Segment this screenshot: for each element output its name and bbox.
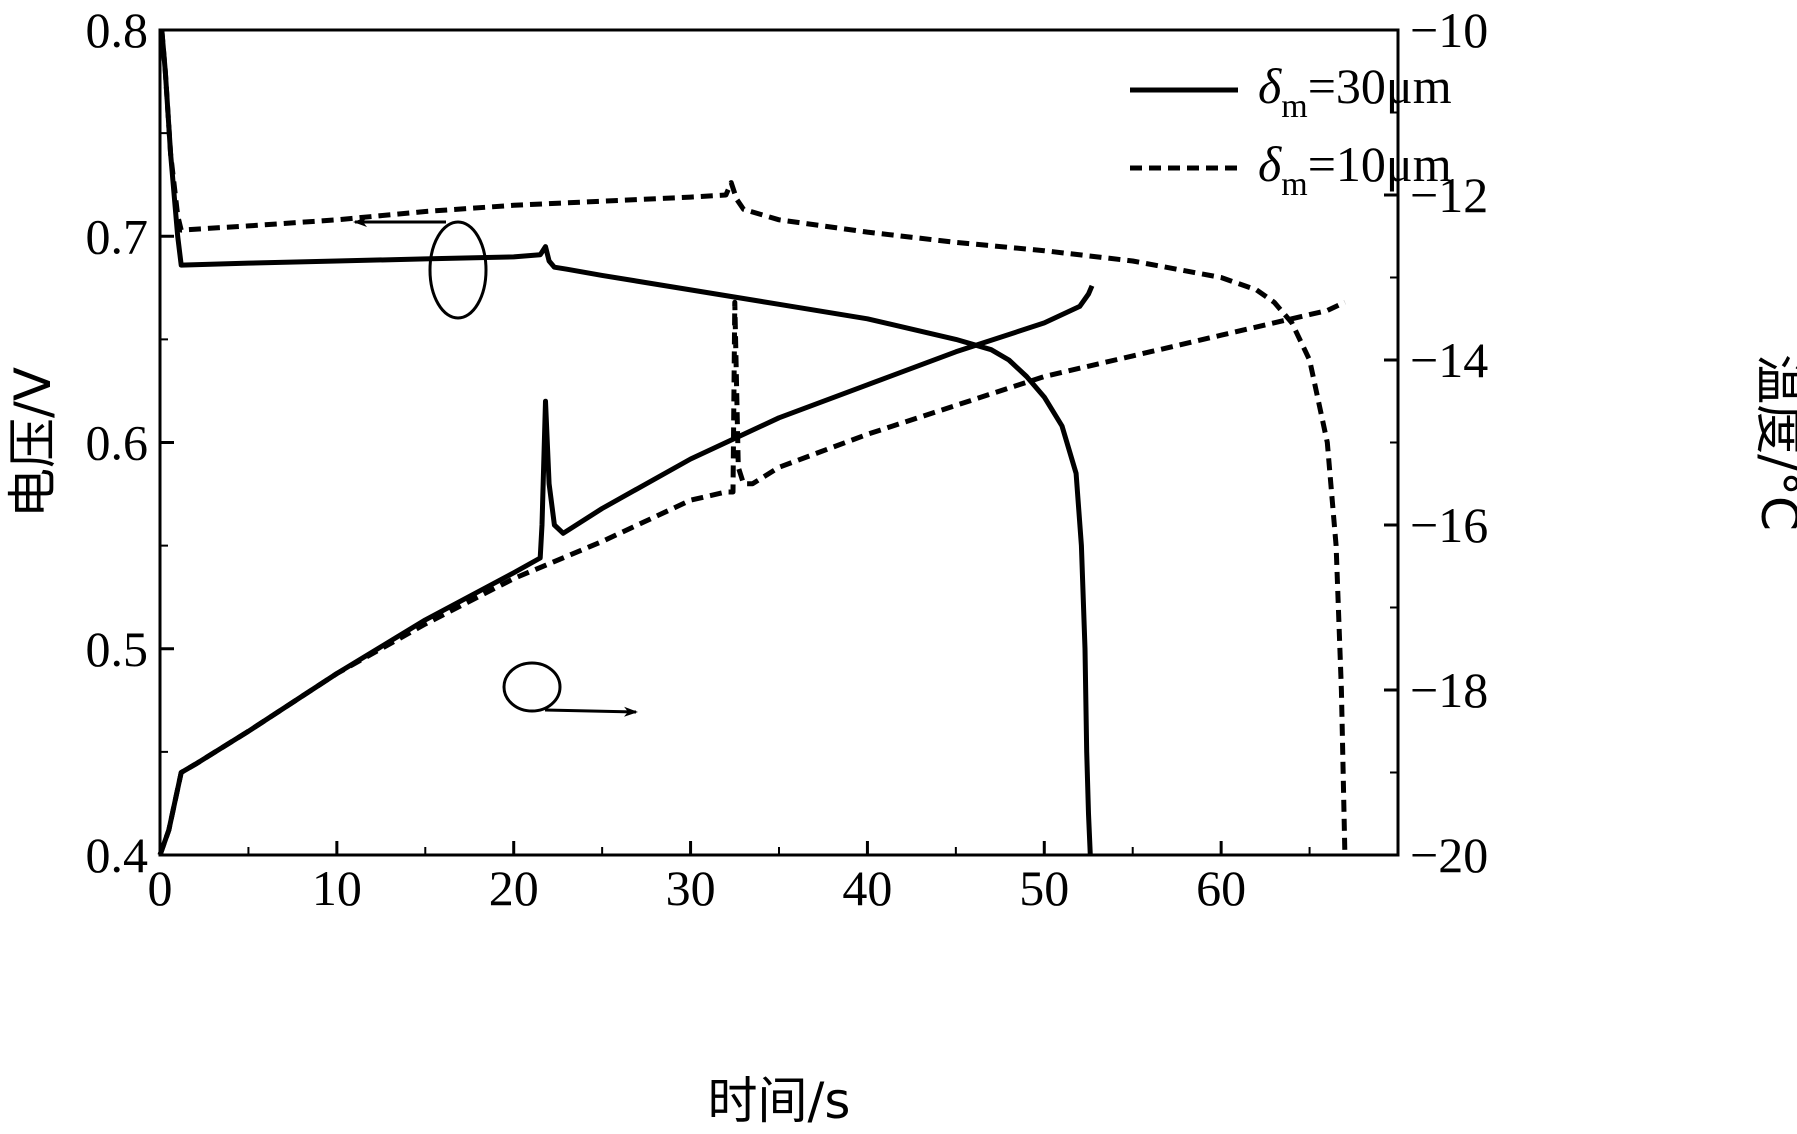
ticks-layer: 0 10 20 30 40 50 60 0.4 0.5 0.6 0.7 0.8 −20 −18 −16 −14…	[86, 2, 1489, 916]
right-axis-arrow	[544, 706, 638, 717]
voltage-group-ellipse	[428, 220, 488, 320]
series-temperature-30um-line	[157, 284, 1095, 856]
y-left-tick-label: 0.5	[86, 621, 149, 677]
legend-symbol: δ	[1258, 58, 1282, 114]
series-temperature-10um-line	[157, 299, 1346, 856]
y-left-tick-label: 0.7	[86, 208, 149, 264]
legend-label: =30μm	[1308, 58, 1452, 114]
y-left-tick-label: 0.6	[86, 415, 149, 471]
x-tick-label: 30	[666, 860, 716, 916]
legend-subscript: m	[1281, 88, 1307, 125]
y-left-tick-label: 0.4	[86, 827, 149, 883]
series-voltage-30um-line	[159, 29, 1093, 856]
legend-symbol: δ	[1258, 136, 1282, 192]
y-right-tick-label: −20	[1410, 827, 1488, 883]
y-right-tick-label: −12	[1410, 167, 1488, 223]
x-tick-label: 10	[312, 860, 362, 916]
y-right-tick-label: −18	[1410, 662, 1488, 718]
annotation-layer	[353, 217, 638, 717]
series-layer	[157, 29, 1348, 856]
temperature-group-ellipse	[502, 661, 562, 713]
plot-area	[158, 28, 1400, 857]
y-axis-left-label: 电压/V	[4, 367, 62, 518]
y-left-tick-label: 0.8	[86, 2, 149, 58]
y-axis-right-label: 温度/°C	[1750, 354, 1797, 531]
x-axis-label: 时间/s	[708, 1072, 851, 1130]
legend-entry: δm=30μm	[1258, 58, 1452, 125]
y-right-tick-label: −10	[1410, 2, 1488, 58]
x-tick-label: 0	[148, 860, 173, 916]
legend-subscript: m	[1281, 166, 1307, 203]
series-voltage-10um-line	[159, 29, 1348, 856]
y-right-tick-label: −14	[1410, 332, 1488, 388]
x-tick-label: 40	[842, 860, 892, 916]
x-tick-label: 20	[489, 860, 539, 916]
legend-label: =10μm	[1308, 136, 1452, 192]
plot-frame	[158, 28, 1400, 857]
x-tick-label: 60	[1196, 860, 1246, 916]
y-right-tick-label: −16	[1410, 497, 1488, 553]
x-tick-label: 50	[1019, 860, 1069, 916]
legend-entry: δm=10μm	[1258, 136, 1452, 203]
